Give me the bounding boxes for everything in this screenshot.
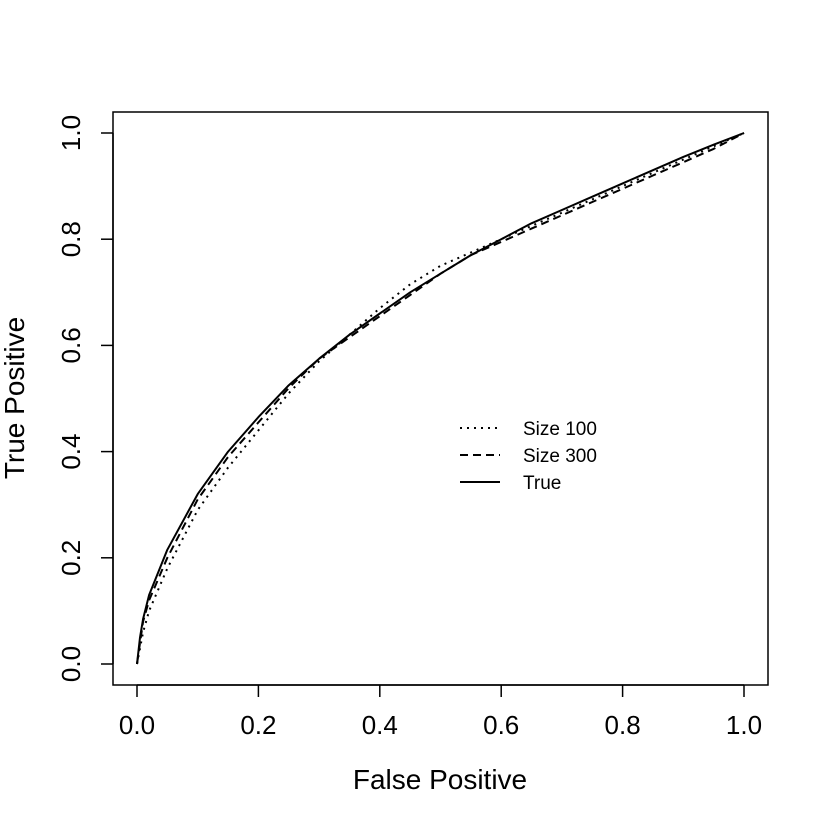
series-line-true — [136, 132, 745, 665]
x-tick-label: 1.0 — [726, 710, 762, 740]
y-tick-label: 1.0 — [56, 115, 86, 151]
y-axis-title: True Positive — [0, 317, 30, 479]
x-tick-label: 0.0 — [119, 710, 155, 740]
legend-label: Size 100 — [523, 419, 597, 440]
y-tick-label: 0.0 — [56, 646, 86, 682]
plot-frame — [112, 111, 769, 686]
x-tick-label: 0.2 — [240, 710, 276, 740]
x-axis: 0.0 0.2 0.4 0.6 0.8 1.0 — [119, 684, 762, 740]
x-axis-title: False Positive — [353, 764, 527, 795]
y-tick-label: 0.8 — [56, 221, 86, 257]
legend-label: Size 300 — [523, 446, 597, 467]
y-axis: 0.0 0.2 0.4 0.6 0.8 1.0 — [56, 115, 114, 682]
y-tick-label: 0.2 — [56, 540, 86, 576]
x-tick-label: 0.4 — [362, 710, 398, 740]
series-line-size-300 — [136, 132, 745, 665]
y-tick-label: 0.6 — [56, 327, 86, 363]
x-tick-label: 0.6 — [483, 710, 519, 740]
y-tick-label: 0.4 — [56, 434, 86, 470]
series-layer — [136, 132, 745, 665]
legend-label: True — [523, 473, 561, 494]
series-line-size-100 — [136, 132, 745, 665]
legend: Size 100 Size 300 True — [460, 419, 597, 494]
x-tick-label: 0.8 — [605, 710, 641, 740]
